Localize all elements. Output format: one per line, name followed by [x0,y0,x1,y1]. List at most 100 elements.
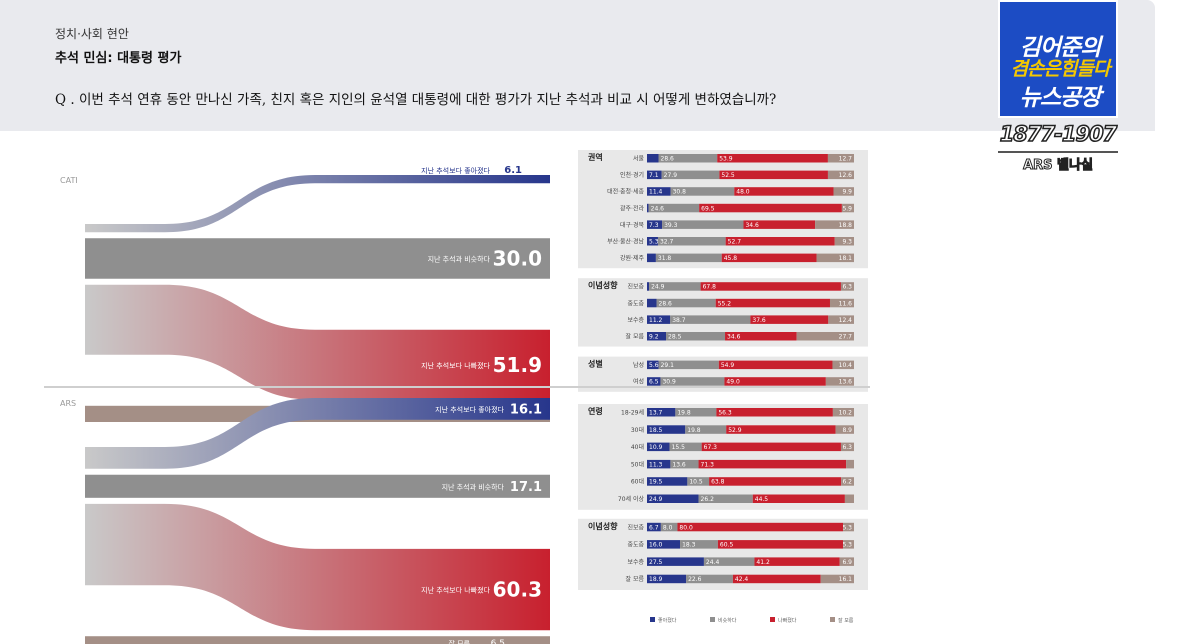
legend-swatch [830,617,835,622]
bar-segment [832,408,854,417]
bar-value-label: 71.3 [701,461,715,468]
bar-value-label: 28.6 [661,156,675,163]
sankey-band-better [85,175,550,233]
bar-row-label: 잘 모름 [626,333,645,341]
bar-group-title: 이념성향 [588,280,618,290]
bar-segment [647,540,681,549]
bar-value-label: 10.4 [839,362,853,369]
bar-segment [647,298,657,308]
bar-segment [839,557,854,566]
bar-value-label: 13.7 [649,410,663,417]
legend-label: 비슷하다 [718,617,737,624]
bar-value-label: 48.0 [736,189,750,196]
bar-group-title: 연령 [588,406,603,416]
bar-value-label: 41.2 [756,559,770,566]
sankey-better-value: 16.1 [510,402,542,417]
sankey-band-worse [85,503,550,631]
bar-value-label: 42.4 [735,576,749,583]
bar-segment [647,253,656,263]
bar-value-label: 22.6 [688,576,702,583]
bar-value-label: 19.8 [677,410,691,417]
bar-value-label: 10.5 [689,479,703,486]
bar-segment [647,282,650,291]
bar-segment [648,203,700,213]
phone-divider [998,151,1118,153]
bar-row-label: 인천·경기 [620,171,644,179]
bar-value-label: 19.8 [687,427,701,434]
ars-caption: ARS 벨나실 [1023,158,1094,174]
bar-segment [816,253,854,263]
bar-segment [660,377,725,386]
bar-group-title: 권역 [588,152,603,162]
bar-segment [827,154,854,163]
bar-value-label: 15.5 [672,444,686,451]
bar-segment [647,574,687,584]
header-panel: 정치·사회 현안 추석 민심: 대통령 평가 Q . 이번 추석 연휴 동안 만… [0,0,1155,131]
bar-value-label: 45.8 [724,255,738,262]
bar-segment [846,459,854,469]
bar-segment [647,442,670,452]
bar-value-label: 10.2 [839,410,853,417]
bar-segment [840,442,854,452]
bar-segment [743,220,816,229]
bar-segment [655,253,722,263]
bar-value-label: 49.0 [726,379,740,386]
bar-row-label: 중도층 [627,541,644,549]
bar-value-label: 34.6 [745,222,759,229]
bar-segment [647,203,649,213]
sankey-band-dontknow [85,636,550,644]
bar-row-label: 잘 모름 [626,575,645,583]
bar-value-label: 18.8 [839,222,853,229]
bar-value-label: 24.6 [651,205,665,212]
survey-question: Q . 이번 추석 연휴 동안 만나신 가족, 친지 혹은 지인의 윤석열 대통… [55,92,777,108]
bar-segment [834,237,854,246]
bar-value-label: 6.7 [649,524,659,531]
bar-value-label: 55.2 [718,300,732,307]
legend-swatch [650,617,655,622]
bar-row-label: 대전·충청·세종 [607,188,644,196]
legend-swatch [710,617,715,622]
bar-value-label: 11.3 [649,461,663,468]
bar-value-label: 38.7 [672,317,686,324]
bar-segment [680,540,718,549]
bar-segment [670,459,699,469]
bar-segment [752,494,845,503]
bar-value-label: 60.5 [720,542,734,549]
bar-value-label: 13.6 [672,461,686,468]
sankey-better-label: 지난 추석보다 좋아졌다 [435,405,504,414]
bar-segment [725,237,835,246]
bar-value-label: 7.1 [649,172,659,179]
sankey-worse-label: 지난 추석보다 나빠졌다 [421,361,490,370]
sankey-band-same [85,474,550,498]
bar-segment [647,522,661,532]
bar-segment [649,282,701,291]
bar-segment [662,220,744,229]
bar-segment [833,187,854,196]
bar-row-label: 30대 [631,426,644,434]
bar-value-label: 10.9 [649,444,663,451]
bar-segment [754,557,840,566]
bar-segment [734,187,834,196]
sankey-worse-value: 60.3 [493,578,542,602]
bar-segment [647,494,699,503]
bar-value-label: 24.9 [651,284,665,291]
page-subtitle: 추석 민심: 대통령 평가 [55,51,182,66]
bar-segment [699,203,842,213]
bar-value-label: 18.5 [649,427,663,434]
bar-row-label: 진보층 [627,523,644,531]
sankey-band-same [85,238,550,279]
bar-segment [796,332,854,341]
bar-segment [700,282,841,291]
sankey-same-label: 지난 추석과 비슷하다 [442,482,505,491]
bar-segment [820,574,854,584]
bar-segment [647,360,659,370]
legend-label: 잘 모름 [838,617,854,624]
bar-row-label: 여성 [633,378,644,386]
bar-segment [829,298,854,308]
bar-segment [840,282,854,291]
sankey-same-value: 30.0 [493,246,542,270]
bar-segment [703,557,755,566]
bar-value-label: 6.2 [842,479,852,486]
bar-value-label: 52.9 [728,427,742,434]
